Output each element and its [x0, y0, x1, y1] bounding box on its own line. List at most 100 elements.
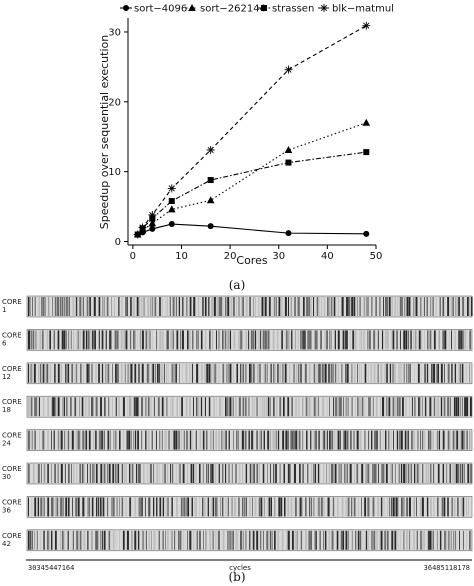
core-label: CORE — [2, 365, 22, 373]
activity-stripe — [455, 530, 457, 550]
activity-stripe — [62, 497, 64, 517]
activity-stripe — [186, 464, 189, 483]
activity-stripe — [337, 430, 340, 450]
activity-stripe — [405, 397, 407, 417]
activity-stripe — [83, 464, 85, 483]
activity-stripe — [442, 464, 445, 483]
activity-stripe — [77, 330, 79, 350]
activity-stripe — [200, 397, 203, 417]
activity-stripe — [392, 363, 394, 383]
activity-stripe — [166, 297, 168, 316]
x-tick-label: 10 — [175, 251, 188, 262]
activity-stripe — [68, 330, 69, 350]
activity-stripe — [307, 464, 309, 483]
activity-stripe — [310, 430, 312, 450]
activity-stripe — [458, 363, 460, 383]
activity-stripe — [235, 530, 238, 550]
activity-stripe — [463, 430, 465, 450]
activity-stripe — [221, 464, 224, 483]
activity-stripe — [177, 530, 180, 550]
activity-stripe — [328, 464, 331, 483]
activity-stripe — [326, 430, 328, 450]
activity-stripe — [469, 430, 471, 450]
activity-stripe — [151, 430, 154, 450]
activity-stripe — [149, 497, 151, 517]
activity-stripe — [38, 297, 40, 316]
activity-stripe — [427, 430, 429, 450]
activity-stripe — [170, 464, 172, 483]
activity-stripe — [45, 363, 46, 383]
activity-stripe — [355, 530, 357, 550]
activity-stripe — [269, 530, 271, 550]
activity-stripe — [235, 464, 237, 483]
activity-stripe — [432, 464, 434, 483]
activity-stripe — [248, 330, 250, 350]
data-point — [149, 225, 156, 232]
activity-stripe — [71, 464, 72, 483]
activity-stripe — [36, 397, 38, 417]
data-point — [206, 146, 215, 155]
activity-stripe — [317, 497, 319, 517]
activity-stripe — [336, 397, 338, 417]
activity-stripe — [43, 497, 45, 517]
activity-stripe — [406, 497, 408, 517]
activity-stripe — [233, 297, 235, 316]
activity-stripe — [313, 297, 315, 316]
activity-stripe — [350, 430, 352, 450]
activity-stripe — [263, 497, 265, 517]
activity-stripe — [133, 330, 135, 350]
activity-stripe — [151, 363, 153, 383]
activity-stripe — [418, 363, 420, 383]
activity-stripe — [306, 430, 308, 450]
activity-stripe — [329, 430, 331, 450]
activity-stripe — [136, 297, 139, 316]
activity-stripe — [470, 464, 473, 483]
activity-stripe — [228, 397, 230, 417]
activity-stripe — [351, 497, 353, 517]
core-number: 1 — [2, 306, 6, 314]
activity-stripe — [401, 297, 403, 316]
activity-stripe — [460, 397, 462, 417]
activity-stripe — [287, 497, 290, 517]
activity-stripe — [147, 297, 150, 316]
activity-stripe — [374, 430, 376, 450]
activity-stripe — [145, 397, 147, 417]
activity-stripe — [134, 297, 136, 316]
activity-stripe — [316, 363, 318, 383]
activity-stripe — [112, 530, 115, 550]
activity-stripe — [98, 297, 101, 316]
activity-stripe — [77, 497, 80, 517]
activity-stripe — [394, 530, 397, 550]
activity-stripe — [40, 497, 43, 517]
activity-stripe — [326, 330, 328, 350]
activity-stripe — [103, 297, 105, 316]
activity-stripe — [98, 363, 100, 383]
activity-stripe — [319, 464, 321, 483]
activity-stripe — [385, 464, 388, 483]
activity-stripe — [455, 297, 457, 316]
activity-stripe — [53, 330, 56, 350]
activity-stripe — [256, 430, 259, 450]
activity-stripe — [318, 430, 320, 450]
activity-stripe — [462, 397, 463, 417]
data-point — [133, 230, 142, 239]
activity-stripe — [324, 530, 327, 550]
activity-stripe — [449, 430, 451, 450]
activity-stripe — [458, 330, 460, 350]
activity-stripe — [459, 430, 462, 450]
activity-stripe — [403, 497, 405, 517]
activity-stripe — [440, 397, 443, 417]
activity-stripe — [37, 464, 40, 483]
activity-stripe — [275, 464, 277, 483]
activity-stripe — [367, 297, 369, 316]
activity-stripe — [422, 430, 424, 450]
activity-stripe — [404, 530, 405, 550]
data-point — [123, 5, 129, 11]
core-number: 18 — [2, 406, 11, 414]
activity-stripe — [252, 430, 254, 450]
activity-stripe — [452, 297, 454, 316]
activity-stripe — [119, 530, 121, 550]
activity-stripe — [219, 397, 221, 417]
activity-stripe — [82, 297, 85, 316]
x-tick-label: 50 — [370, 251, 383, 262]
